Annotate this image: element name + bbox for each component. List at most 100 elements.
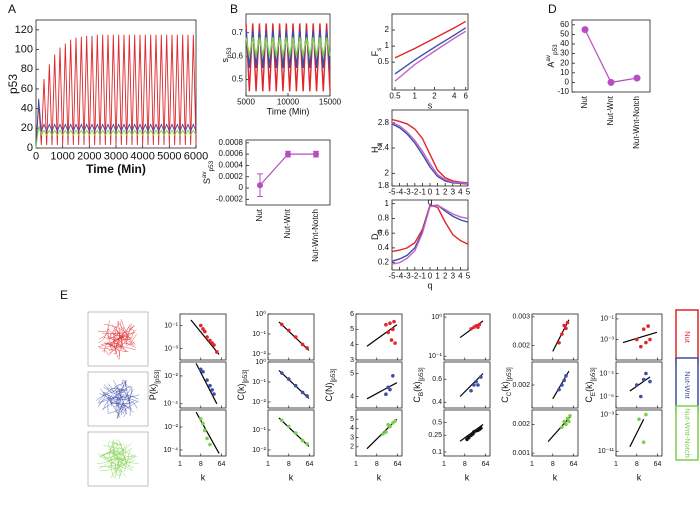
x-tick-label: -5 <box>388 272 396 281</box>
x-axis-label: k <box>637 472 642 482</box>
y-tick-label: 0.5 <box>232 75 244 84</box>
y-axis-label: Fs <box>370 48 383 57</box>
y-axis-label-part: (k) <box>584 381 594 392</box>
x-axis-label: s <box>428 100 433 110</box>
y-axis-label-part: F <box>370 50 380 56</box>
y-tick-label: 120 <box>15 24 33 36</box>
y-tick-label: 0.2 <box>378 258 390 267</box>
data-point <box>477 322 482 327</box>
x-tick-label: 6 <box>463 92 468 101</box>
y-tick-label: 0.0006 <box>219 149 244 158</box>
data-point <box>479 375 483 379</box>
data-point <box>607 78 615 86</box>
data-point <box>384 392 388 397</box>
fit-line <box>278 321 310 351</box>
x-tick-label: 1 <box>435 188 440 197</box>
y-axis-label: sp53 <box>220 47 233 63</box>
condition-label: Nut-Wnt-Notch <box>683 408 692 458</box>
x-tick-label: 8 <box>375 461 379 468</box>
x-tick-label: 2 <box>443 188 448 197</box>
y-axis-label-text: CE(k)[p53] <box>584 367 597 402</box>
x-tick-label: -3 <box>404 272 412 281</box>
y-tick-label: 1.8 <box>378 181 390 190</box>
plot-frame <box>531 313 579 361</box>
data-point <box>313 151 319 158</box>
data-point <box>300 438 305 443</box>
x-axis-label: k <box>201 472 206 482</box>
data-point <box>391 374 395 378</box>
y-tick-label: 0.5 <box>378 57 390 66</box>
y-axis-label-part: P(k) <box>148 384 158 401</box>
series-line <box>245 37 331 57</box>
y-axis-label-part: p53 <box>6 74 20 94</box>
y-tick-label: 2.4 <box>378 143 390 152</box>
y-axis-label-text: P(k)[p53] <box>148 370 161 401</box>
plot-frame <box>443 361 491 409</box>
y-tick-label: 10⁻² <box>252 351 266 358</box>
plot-frame <box>355 313 403 361</box>
y-tick-label: 0 <box>239 183 244 192</box>
y-tick-label: 2 <box>385 25 390 34</box>
y-axis-label: P(k)[p53] <box>148 370 161 401</box>
y-axis-label-subscript: [p53] <box>154 370 161 384</box>
y-tick-label: 10⁻⁴ <box>164 401 179 408</box>
x-tick-label: -1 <box>419 272 427 281</box>
y-axis-label: CB(k)[p53] <box>412 367 425 402</box>
x-tick-label: 0 <box>33 151 39 163</box>
series-line <box>394 20 467 59</box>
data-point <box>560 332 564 336</box>
data-point <box>285 151 291 158</box>
y-tick-label: 10⁻³ <box>600 411 614 418</box>
condition-label: Nut <box>683 331 692 344</box>
y-tick-label: 2 <box>350 444 354 451</box>
x-tick-label: 8 <box>635 461 639 468</box>
network-sketch <box>87 371 149 427</box>
data-point <box>208 442 212 447</box>
y-tick-label: 0.003 <box>512 314 530 321</box>
x-tick-label: 64 <box>482 461 490 468</box>
y-axis-label-subscript: E <box>590 392 597 396</box>
y-axis-label-part: D <box>370 233 380 240</box>
y-axis-label: CC(k)[p53] <box>500 367 513 403</box>
plot-frame <box>443 409 491 457</box>
y-tick-label: 0.6 <box>432 376 442 383</box>
data-point <box>479 426 483 430</box>
y-tick-label: 0.4 <box>432 399 442 406</box>
plot-frame <box>355 409 403 457</box>
condition-label: Nut-Wnt <box>683 371 692 399</box>
data-point <box>644 412 648 417</box>
data-point <box>286 424 291 429</box>
series-line <box>35 34 197 149</box>
y-tick-label: 0.5 <box>432 419 442 426</box>
y-tick-label: 0.002 <box>512 382 530 389</box>
x-tick-label: 8 <box>199 461 203 468</box>
data-point <box>392 319 396 324</box>
y-axis-label-text: C(N)[p53] <box>324 368 337 401</box>
y-tick-label: 0.8 <box>378 214 390 223</box>
x-axis-label: k <box>553 472 558 482</box>
data-point <box>286 377 291 381</box>
y-tick-label: 10⁻¹ <box>252 427 266 434</box>
y-tick-label: 0.25 <box>428 432 442 439</box>
data-point <box>634 383 639 387</box>
x-tick-label: Nut-Wnt <box>283 208 292 238</box>
y-tick-label: 2.8 <box>378 118 390 127</box>
x-tick-label: 4 <box>458 188 463 197</box>
x-tick-label: 5000 <box>157 151 181 163</box>
fit-line <box>629 376 651 392</box>
panel-label: E <box>60 288 68 302</box>
x-tick-label: 0.5 <box>389 92 401 101</box>
y-axis-label: Hq <box>370 143 383 154</box>
y-axis-label: Aavp53 <box>545 44 559 68</box>
y-axis-label-subscript: [p53] <box>330 368 337 382</box>
y-axis-label-subscript: p53 <box>226 47 233 58</box>
data-point <box>469 388 473 393</box>
plot-frame <box>391 13 469 91</box>
x-tick-label: 64 <box>218 461 226 468</box>
data-point <box>389 338 394 342</box>
data-point <box>634 337 639 342</box>
data-point <box>305 442 309 446</box>
y-tick-label: 10⁻¹¹ <box>598 448 615 455</box>
fit-line <box>622 331 658 344</box>
x-axis-label: k <box>377 472 382 482</box>
